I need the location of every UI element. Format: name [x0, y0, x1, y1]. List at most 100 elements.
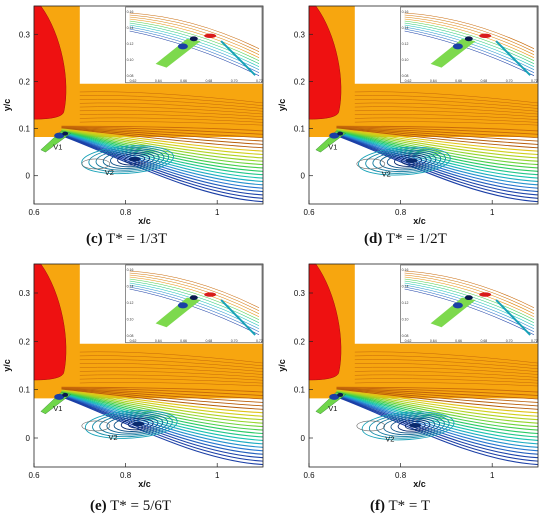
streamline — [79, 91, 264, 104]
streamline — [61, 387, 264, 396]
x-tick-label: 0.8 — [120, 208, 132, 217]
x-tick-label: 0.8 — [395, 208, 407, 217]
x-tick-label: 0.6 — [303, 471, 315, 480]
streamline — [354, 355, 539, 367]
vortex-core — [405, 158, 418, 164]
streamline — [336, 390, 539, 424]
streamline — [354, 113, 539, 120]
inset-y-tick: 0.14 — [127, 26, 134, 30]
streamline — [61, 393, 264, 445]
streamline — [336, 125, 539, 132]
inset-y-tick: 0.08 — [402, 334, 409, 338]
vortex-contour — [390, 417, 436, 434]
inset-filament — [155, 38, 201, 68]
inset-y-tick: 0.10 — [402, 317, 409, 321]
freestream-region — [34, 264, 263, 399]
freestream-region — [309, 264, 538, 399]
panel-f: V1 V2 0.62 0.64 0.66 0.68 0.70 0.72 0.16 0.14 0.12… — [275, 258, 550, 521]
vortex-contour — [358, 146, 451, 176]
separation-loop — [356, 420, 386, 432]
y-tick-label: 0.2 — [294, 77, 306, 86]
streamline — [336, 389, 539, 410]
inset-y-tick: 0.12 — [127, 301, 134, 305]
vortex-contour — [88, 146, 170, 173]
streamline — [61, 133, 264, 189]
streamline — [336, 126, 539, 139]
inset-vortex — [479, 292, 492, 297]
inset-streamline — [404, 20, 535, 61]
separation-loop — [81, 158, 111, 170]
streamline — [336, 127, 539, 142]
inset-vortex — [189, 36, 198, 42]
streamline — [79, 374, 264, 381]
x-tick-label: 0.6 — [303, 208, 315, 217]
y-axis-label: y/c — [277, 359, 287, 372]
streamline — [354, 351, 539, 364]
streamline — [354, 117, 539, 123]
inset-streamline — [495, 299, 531, 336]
x-axis-label: x/c — [138, 216, 151, 226]
caption-letter: (e) — [90, 498, 107, 514]
streamline — [79, 351, 264, 364]
streamline — [61, 131, 264, 176]
streamline — [336, 391, 539, 431]
vortex-contour — [372, 149, 442, 173]
streamline — [61, 135, 264, 203]
freestream-region — [309, 6, 538, 138]
inset-vortex — [177, 302, 188, 309]
inset-x-tick: 0.70 — [506, 79, 513, 83]
caption-c: (c) T* = 1/3T — [86, 231, 167, 248]
inset-x-tick: 0.64 — [155, 79, 162, 83]
vortex-label-v1: V1 — [328, 404, 337, 413]
blade-region — [33, 263, 67, 381]
axes-frame — [308, 263, 539, 468]
vortex-contour — [361, 411, 455, 441]
inset-streamline — [404, 30, 535, 76]
flow-field-plot: V1 V2 0.62 0.64 0.66 0.68 0.70 0.72 0.16 0.14 0.12… — [2, 5, 264, 226]
x-tick-label: 1 — [490, 208, 495, 217]
y-tick-label: 0.3 — [294, 289, 306, 298]
inset-streamline — [129, 16, 260, 55]
flow-field-plot: V1 V2 0.62 0.64 0.66 0.68 0.70 0.72 0.16 0.14 0.12… — [277, 263, 539, 489]
flow-field-plot: V1 V2 0.62 0.64 0.66 0.68 0.70 0.72 0.16 0.14 0.12… — [277, 5, 539, 226]
x-tick-label: 0.8 — [395, 471, 407, 480]
vortex-contour — [102, 150, 160, 169]
vortex-contour — [379, 151, 437, 171]
streamline — [336, 131, 539, 179]
y-tick-label: 0.3 — [19, 30, 31, 39]
inset-y-tick: 0.16 — [127, 268, 134, 272]
vortex-contour — [117, 153, 150, 166]
streamline — [354, 366, 539, 375]
streamline — [336, 133, 539, 193]
y-tick-label: 0.1 — [294, 125, 306, 134]
x-axis-label: x/c — [138, 479, 151, 489]
streamline — [336, 396, 539, 466]
streamline — [336, 126, 539, 135]
vortex-contour — [113, 416, 159, 432]
vortex-label-v1: V1 — [328, 143, 337, 152]
y-axis-label: y/c — [2, 99, 12, 112]
inset-y-tick: 0.10 — [402, 58, 409, 62]
y-tick-label: 0.3 — [294, 30, 306, 39]
streamline — [336, 132, 539, 182]
streamline — [336, 386, 539, 393]
inset-y-tick: 0.10 — [127, 58, 134, 62]
streamline — [61, 131, 264, 179]
x-tick-label: 1 — [215, 208, 220, 217]
caption-e: (e) T* = 5/6T — [90, 498, 171, 515]
vortex-contour — [397, 419, 431, 432]
inset-x-tick: 0.72 — [256, 339, 263, 343]
y-tick-label: 0.1 — [19, 386, 31, 395]
separation-loop — [81, 420, 111, 432]
inset-streamline — [404, 288, 535, 336]
streamline — [336, 395, 539, 455]
caption-text: T* = 5/6T — [110, 498, 172, 514]
streamline — [79, 378, 264, 384]
inset-vortex — [204, 33, 217, 38]
x-axis-label: x/c — [413, 479, 426, 489]
v1-core — [62, 131, 69, 136]
inset-y-tick: 0.08 — [127, 74, 134, 78]
vortex-core — [128, 156, 141, 162]
inset-vortex — [189, 295, 198, 301]
vortex-label-v1: V1 — [53, 404, 62, 413]
